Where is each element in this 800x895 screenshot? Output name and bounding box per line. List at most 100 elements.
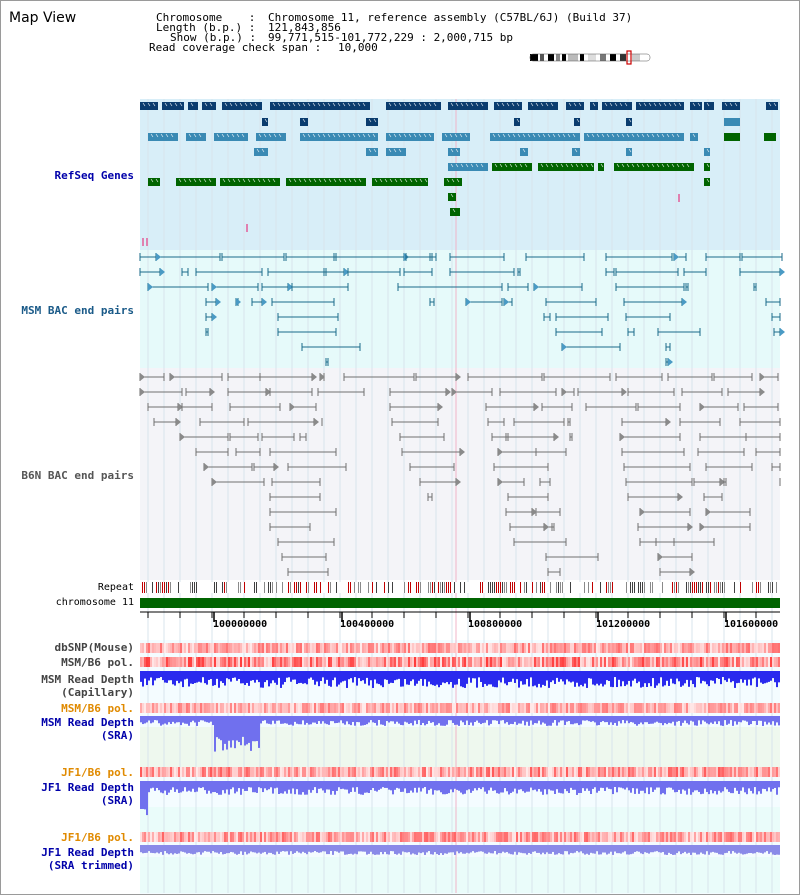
polymorphism-cell	[246, 703, 248, 713]
polymorphism-cell	[398, 703, 400, 713]
read-depth-bar	[240, 671, 242, 684]
polymorphism-cell	[256, 643, 258, 653]
track-label-jf1-depth-trim-1: JF1 Read Depth	[41, 846, 134, 859]
polymorphism-cell	[772, 643, 774, 653]
read-depth-bar	[322, 671, 324, 678]
read-depth-bar	[682, 671, 684, 686]
polymorphism-cell	[268, 703, 270, 713]
polymorphism-cell	[524, 767, 526, 777]
read-depth-bar	[656, 781, 658, 788]
gene-feature	[448, 148, 460, 156]
polymorphism-cell	[778, 657, 780, 667]
repeat-element	[264, 582, 265, 593]
read-depth-bar	[720, 716, 722, 726]
polymorphism-cell	[342, 643, 344, 653]
read-depth-bar	[292, 716, 294, 726]
repeat-element	[350, 582, 351, 593]
polymorphism-cell	[650, 703, 652, 713]
read-depth-bar	[190, 716, 192, 723]
polymorphism-cell	[604, 703, 606, 713]
read-depth-bar	[680, 671, 682, 687]
read-depth-bar	[172, 671, 174, 685]
polymorphism-cell	[374, 832, 376, 842]
ideogram-band	[530, 54, 538, 61]
read-depth-bar	[274, 781, 276, 789]
polymorphism-cell	[284, 657, 286, 667]
read-depth-bar	[606, 781, 608, 788]
polymorphism-cell	[618, 832, 620, 842]
polymorphism-cell	[660, 657, 662, 667]
read-depth-bar	[616, 671, 618, 688]
polymorphism-cell	[294, 643, 296, 653]
read-depth-bar	[270, 716, 272, 725]
repeat-element	[496, 582, 497, 593]
read-depth-bar	[234, 671, 236, 678]
track-label-refseq[interactable]: RefSeq Genes	[54, 169, 134, 182]
polymorphism-cell	[564, 767, 566, 777]
polymorphism-cell	[354, 657, 356, 667]
track-label-b6n-bac[interactable]: B6N BAC end pairs	[21, 469, 134, 482]
bac-end-marker	[532, 508, 537, 516]
polymorphism-cell	[280, 657, 282, 667]
read-depth-bar	[202, 845, 204, 853]
polymorphism-cell	[292, 767, 294, 777]
read-depth-bar	[272, 781, 274, 794]
polymorphism-cell	[718, 643, 720, 653]
read-depth-bar	[692, 716, 694, 722]
polymorphism-cell	[724, 657, 726, 667]
polymorphism-cell	[254, 832, 256, 842]
polymorphism-cell	[630, 832, 632, 842]
polymorphism-cell	[642, 657, 644, 667]
polymorphism-cell	[776, 832, 778, 842]
polymorphism-cell	[488, 767, 490, 777]
polymorphism-cell	[754, 643, 756, 653]
polymorphism-cell	[278, 657, 280, 667]
read-depth-bar	[752, 671, 754, 679]
polymorphism-cell	[388, 657, 390, 667]
read-depth-bar	[298, 781, 300, 795]
read-depth-bar	[724, 781, 726, 788]
polymorphism-cell	[152, 643, 154, 653]
gene-arrow	[651, 133, 655, 138]
polymorphism-cell	[716, 832, 718, 842]
gene-arrow	[497, 133, 501, 138]
read-depth-bar	[754, 716, 756, 722]
track-label-msm-bac[interactable]: MSM BAC end pairs	[21, 304, 134, 317]
polymorphism-cell	[356, 703, 358, 713]
gene-arrow	[570, 163, 574, 168]
read-depth-bar	[280, 845, 282, 852]
repeat-element	[634, 582, 635, 593]
polymorphism-cell	[198, 767, 200, 777]
polymorphism-cell	[720, 657, 722, 667]
read-depth-bar	[200, 781, 202, 789]
read-depth-bar	[240, 845, 242, 852]
polymorphism-cell	[684, 832, 686, 842]
polymorphism-cell	[598, 643, 600, 653]
read-depth-bar	[682, 781, 684, 790]
read-depth-bar	[658, 716, 660, 723]
read-depth-bar	[756, 716, 758, 725]
polymorphism-cell	[176, 767, 178, 777]
read-depth-bar	[542, 671, 544, 685]
read-depth-bar	[462, 716, 464, 723]
gene-arrow	[244, 102, 248, 107]
read-depth-bar	[768, 845, 770, 854]
polymorphism-cell	[568, 703, 570, 713]
read-depth-bar	[348, 671, 350, 680]
read-depth-bar	[484, 716, 486, 723]
polymorphism-cell	[226, 657, 228, 667]
polymorphism-cell	[642, 832, 644, 842]
polymorphism-cell	[150, 703, 152, 713]
polymorphism-cell	[158, 832, 160, 842]
polymorphism-cell	[320, 767, 322, 777]
read-depth-bar	[478, 671, 480, 678]
polymorphism-cell	[526, 767, 528, 777]
repeat-element	[442, 582, 443, 593]
polymorphism-cell	[470, 832, 472, 842]
read-depth-bar	[750, 781, 752, 791]
polymorphism-cell	[494, 767, 496, 777]
read-depth-bar	[644, 781, 646, 794]
polymorphism-cell	[212, 643, 214, 653]
polymorphism-cell	[346, 832, 348, 842]
